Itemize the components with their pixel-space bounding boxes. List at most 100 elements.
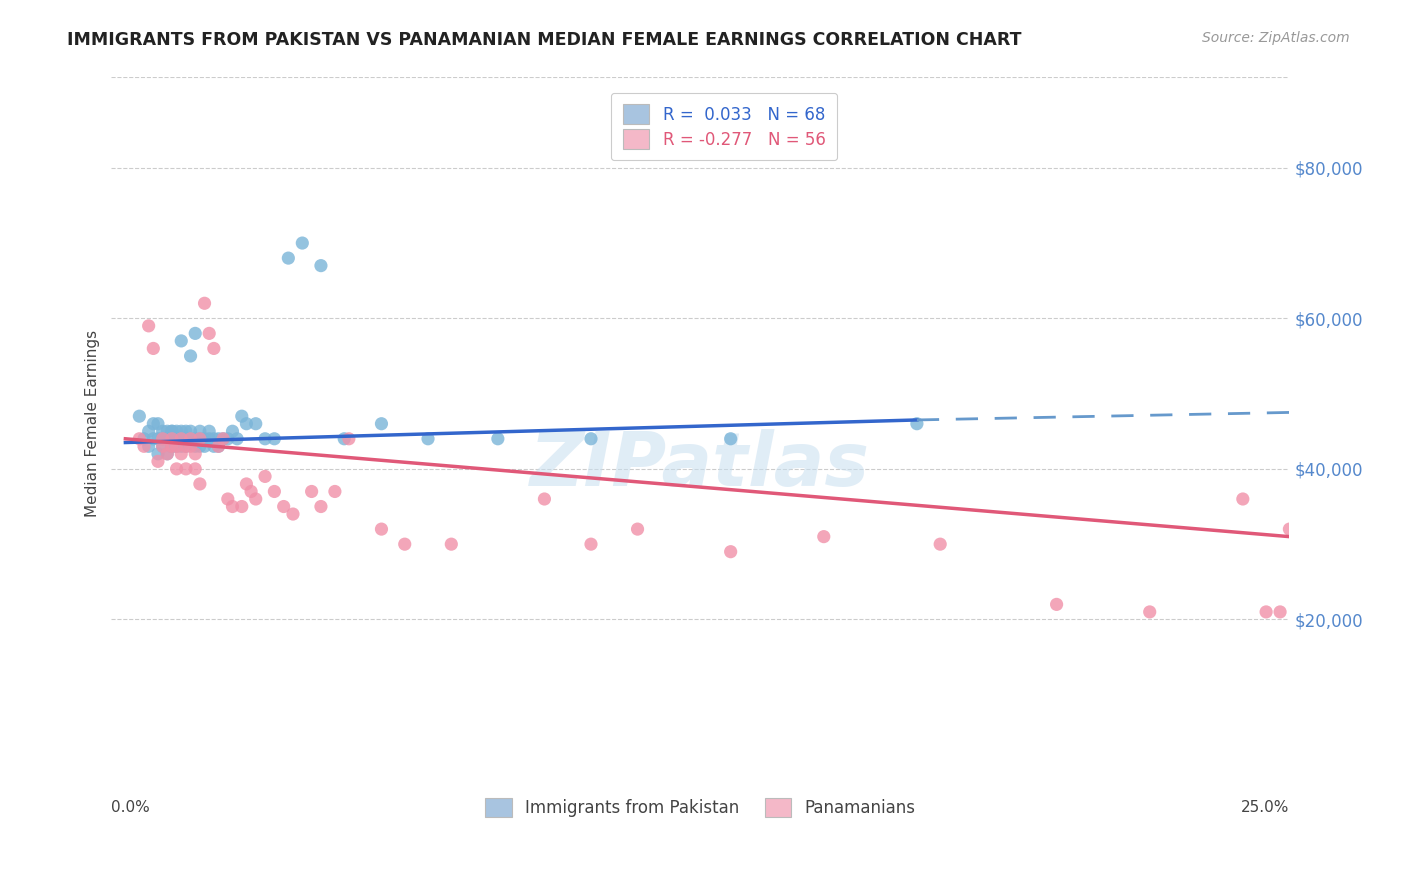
Point [166, 462, 188, 476]
Point [188, 477, 211, 491]
Point [626, 522, 648, 536]
Point [217, 491, 239, 506]
Point [254, 432, 277, 446]
Point [440, 537, 463, 551]
Point [184, 326, 207, 341]
Point [231, 409, 253, 424]
Point [1045, 598, 1067, 612]
Point [128, 432, 150, 446]
Point [309, 500, 332, 514]
Point [263, 484, 285, 499]
Point [160, 432, 183, 446]
Point [152, 439, 174, 453]
Point [146, 454, 169, 468]
Point [132, 439, 155, 453]
Point [174, 439, 197, 453]
Point [174, 439, 197, 453]
Point [170, 432, 193, 446]
Point [174, 424, 197, 438]
Point [188, 424, 211, 438]
Point [198, 432, 221, 446]
Point [138, 439, 160, 453]
Point [180, 439, 202, 453]
Point [198, 326, 221, 341]
Point [166, 432, 188, 446]
Point [1278, 522, 1301, 536]
Point [156, 432, 179, 446]
Point [370, 522, 392, 536]
Point [217, 432, 239, 446]
Point [394, 537, 416, 551]
Point [905, 417, 928, 431]
Point [180, 432, 202, 446]
Point [533, 491, 555, 506]
Point [156, 447, 179, 461]
Point [160, 432, 183, 446]
Point [160, 439, 183, 453]
Point [207, 439, 229, 453]
Point [370, 417, 392, 431]
Point [152, 424, 174, 438]
Point [929, 537, 952, 551]
Point [160, 439, 183, 453]
Point [132, 432, 155, 446]
Point [180, 424, 202, 438]
Point [193, 296, 215, 310]
Legend: Immigrants from Pakistan, Panamanians: Immigrants from Pakistan, Panamanians [478, 791, 922, 824]
Point [1232, 491, 1254, 506]
Point [720, 544, 742, 558]
Point [1256, 605, 1278, 619]
Point [235, 417, 257, 431]
Text: ZIPatlas: ZIPatlas [530, 429, 870, 502]
Point [128, 409, 150, 424]
Point [170, 334, 193, 348]
Text: 25.0%: 25.0% [1241, 799, 1289, 814]
Point [1268, 605, 1291, 619]
Point [333, 432, 356, 446]
Point [193, 439, 215, 453]
Point [174, 462, 197, 476]
Point [188, 432, 211, 446]
Point [160, 424, 183, 438]
Point [170, 424, 193, 438]
Point [813, 530, 835, 544]
Point [193, 432, 215, 446]
Point [720, 432, 742, 446]
Point [146, 447, 169, 461]
Point [277, 251, 299, 265]
Point [142, 432, 165, 446]
Point [226, 432, 249, 446]
Point [579, 432, 602, 446]
Point [170, 432, 193, 446]
Point [138, 318, 160, 333]
Point [142, 417, 165, 431]
Point [160, 424, 183, 438]
Point [180, 432, 202, 446]
Point [254, 469, 277, 483]
Point [160, 439, 183, 453]
Point [263, 432, 285, 446]
Point [166, 439, 188, 453]
Point [146, 417, 169, 431]
Point [245, 491, 267, 506]
Point [152, 439, 174, 453]
Point [281, 507, 304, 521]
Point [309, 259, 332, 273]
Point [188, 439, 211, 453]
Point [235, 477, 257, 491]
Point [486, 432, 509, 446]
Point [202, 439, 225, 453]
Point [180, 349, 202, 363]
Point [188, 432, 211, 446]
Point [152, 432, 174, 446]
Point [174, 432, 197, 446]
Point [323, 484, 346, 499]
Point [240, 484, 263, 499]
Point [245, 417, 267, 431]
Point [184, 447, 207, 461]
Y-axis label: Median Female Earnings: Median Female Earnings [86, 330, 100, 517]
Point [166, 439, 188, 453]
Point [301, 484, 323, 499]
Point [142, 342, 165, 356]
Point [212, 432, 235, 446]
